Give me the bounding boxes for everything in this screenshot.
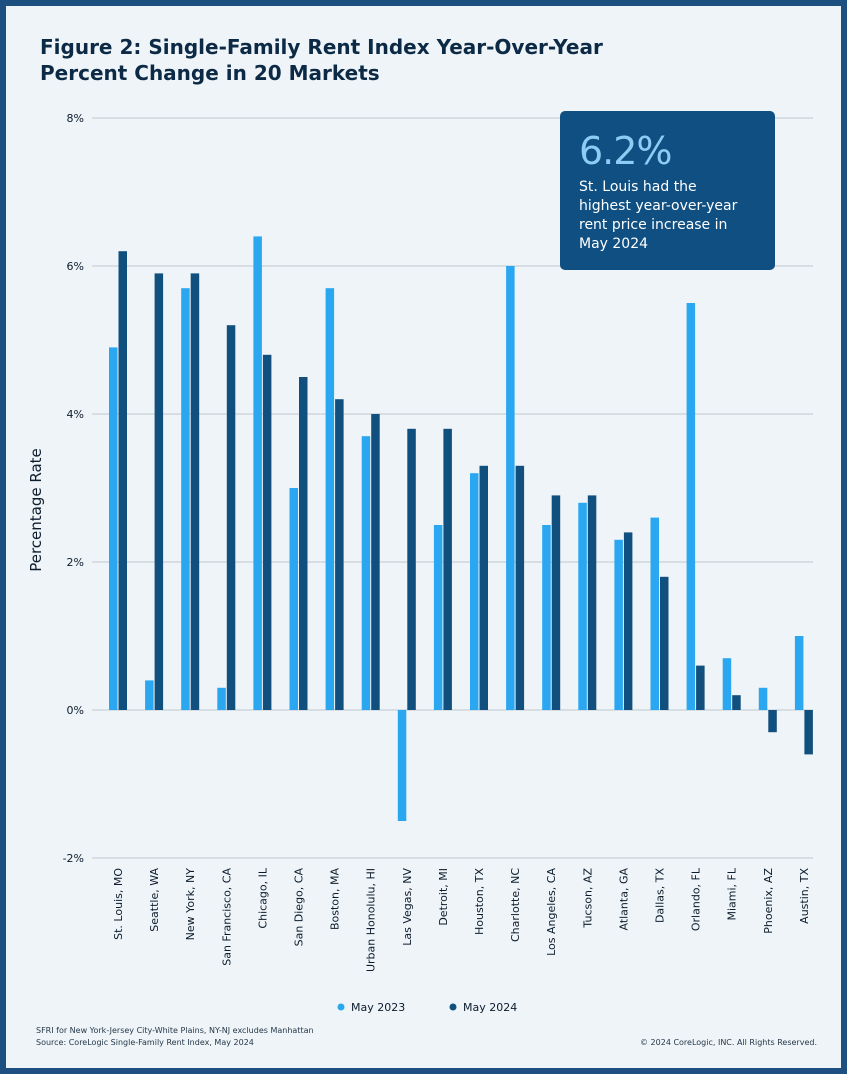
bar-may-2024 xyxy=(443,428,452,710)
callout-text: St. Louis had the highest year-over-year… xyxy=(579,178,759,254)
bar-may-2023 xyxy=(794,636,804,710)
chart-title-line-2: Percent Change in 20 Markets xyxy=(40,61,380,85)
x-tick-label: Detroit, MI xyxy=(437,868,450,926)
bar-may-2024 xyxy=(551,495,561,710)
bar-may-2024 xyxy=(479,465,488,710)
footer-copyright: © 2024 CoreLogic, INC. All Rights Reserv… xyxy=(640,1038,817,1047)
y-axis-ticks: -2% 0% 2% 4% 6% 8% xyxy=(63,112,84,865)
bar-may-2023 xyxy=(217,687,226,710)
bar-may-2023 xyxy=(722,658,732,710)
x-tick-label: Chicago, IL xyxy=(256,867,269,928)
bar-may-2023 xyxy=(470,473,479,710)
bar-may-2023 xyxy=(758,687,768,710)
y-tick-label: 4% xyxy=(67,408,84,421)
bar-may-2024 xyxy=(696,665,705,710)
x-tick-label: St. Louis, MO xyxy=(112,868,125,940)
bar-may-2024 xyxy=(154,273,164,710)
y-tick-label: -2% xyxy=(63,852,84,865)
bar-may-2024 xyxy=(623,532,633,710)
bar-may-2023 xyxy=(542,525,551,710)
bar-may-2024 xyxy=(335,399,344,710)
bar-may-2023 xyxy=(578,502,587,710)
x-tick-label: Miami, FL xyxy=(726,867,739,920)
callout-text-line-1: St. Louis had the xyxy=(579,179,697,195)
bar-may-2023 xyxy=(614,539,623,710)
bar-may-2023 xyxy=(145,680,154,710)
legend-marker-may-2023 xyxy=(337,1003,345,1011)
highlight-callout: 6.2% St. Louis had the highest year-over… xyxy=(560,111,775,270)
y-tick-label: 0% xyxy=(67,704,84,717)
bar-may-2023 xyxy=(397,710,407,821)
bar-may-2023 xyxy=(433,525,443,710)
callout-value: 6.2% xyxy=(579,129,673,173)
x-tick-label: Los Angeles, CA xyxy=(545,868,558,956)
chart-title: Figure 2: Single-Family Rent Index Year-… xyxy=(40,34,660,86)
bar-may-2024 xyxy=(262,354,272,710)
x-tick-label: San Diego, CA xyxy=(293,868,306,947)
bar-may-2024 xyxy=(804,710,813,755)
bar-may-2023 xyxy=(361,436,371,710)
bar-may-2024 xyxy=(732,695,741,710)
bar-may-2024 xyxy=(190,273,200,710)
bar-may-2023 xyxy=(289,488,298,710)
bar-may-2024 xyxy=(768,710,777,733)
callout-text-line-2: highest year-over-year xyxy=(579,198,738,214)
bar-may-2024 xyxy=(407,428,416,710)
bar-may-2023 xyxy=(109,347,118,710)
bar-may-2024 xyxy=(515,465,525,710)
x-tick-label: Boston, MA xyxy=(329,868,342,931)
legend-label: May 2024 xyxy=(463,1001,517,1014)
y-tick-label: 2% xyxy=(67,556,84,569)
bar-may-2023 xyxy=(253,236,262,710)
x-tick-label: Urban Honolulu, HI xyxy=(365,868,378,972)
y-tick-label: 6% xyxy=(67,260,84,273)
footer-note: SFRI for New York-Jersey City-White Plai… xyxy=(36,1026,314,1035)
bar-may-2023 xyxy=(181,288,190,710)
x-tick-label: Dallas, TX xyxy=(654,868,667,924)
legend-label: May 2023 xyxy=(351,1001,405,1014)
bar-may-2024 xyxy=(226,325,236,710)
x-tick-label: Seattle, WA xyxy=(148,868,161,932)
x-tick-label: Austin, TX xyxy=(798,868,811,924)
bar-may-2024 xyxy=(587,495,597,710)
x-axis-ticks: St. Louis, MO Seattle, WA New York, NY San … xyxy=(112,867,811,972)
callout-text-line-3: rent price increase in xyxy=(579,217,728,233)
x-tick-label: Orlando, FL xyxy=(690,867,703,931)
bar-may-2023 xyxy=(506,266,515,710)
bar-may-2023 xyxy=(650,517,659,710)
x-tick-label: Houston, TX xyxy=(473,868,486,935)
y-tick-label: 8% xyxy=(67,112,84,125)
bar-may-2024 xyxy=(299,377,308,710)
x-tick-label: New York, NY xyxy=(184,868,197,941)
x-tick-label: Las Vegas, NV xyxy=(401,868,414,946)
bar-may-2024 xyxy=(118,251,127,710)
x-tick-label: Charlotte, NC xyxy=(509,868,522,942)
x-tick-label: Atlanta, GA xyxy=(617,868,630,931)
bar-may-2024 xyxy=(660,576,669,710)
bar-may-2024 xyxy=(371,414,380,710)
x-tick-label: Tucson, AZ xyxy=(581,868,594,929)
x-tick-label: San Francisco, CA xyxy=(220,868,233,966)
legend: May 2023 May 2024 xyxy=(337,1001,517,1014)
x-tick-label: Phoenix, AZ xyxy=(762,868,775,934)
callout-text-line-4: May 2024 xyxy=(579,236,649,252)
bar-may-2023 xyxy=(325,288,335,710)
bars xyxy=(109,236,813,821)
footer-notes: SFRI for New York-Jersey City-White Plai… xyxy=(36,1025,314,1049)
y-axis-label: Percentage Rate xyxy=(27,448,45,572)
chart-title-line-1: Figure 2: Single-Family Rent Index Year-… xyxy=(40,35,603,59)
bar-may-2023 xyxy=(686,303,696,710)
legend-marker-may-2024 xyxy=(449,1003,457,1011)
footer-source: Source: CoreLogic Single-Family Rent Ind… xyxy=(36,1038,254,1047)
